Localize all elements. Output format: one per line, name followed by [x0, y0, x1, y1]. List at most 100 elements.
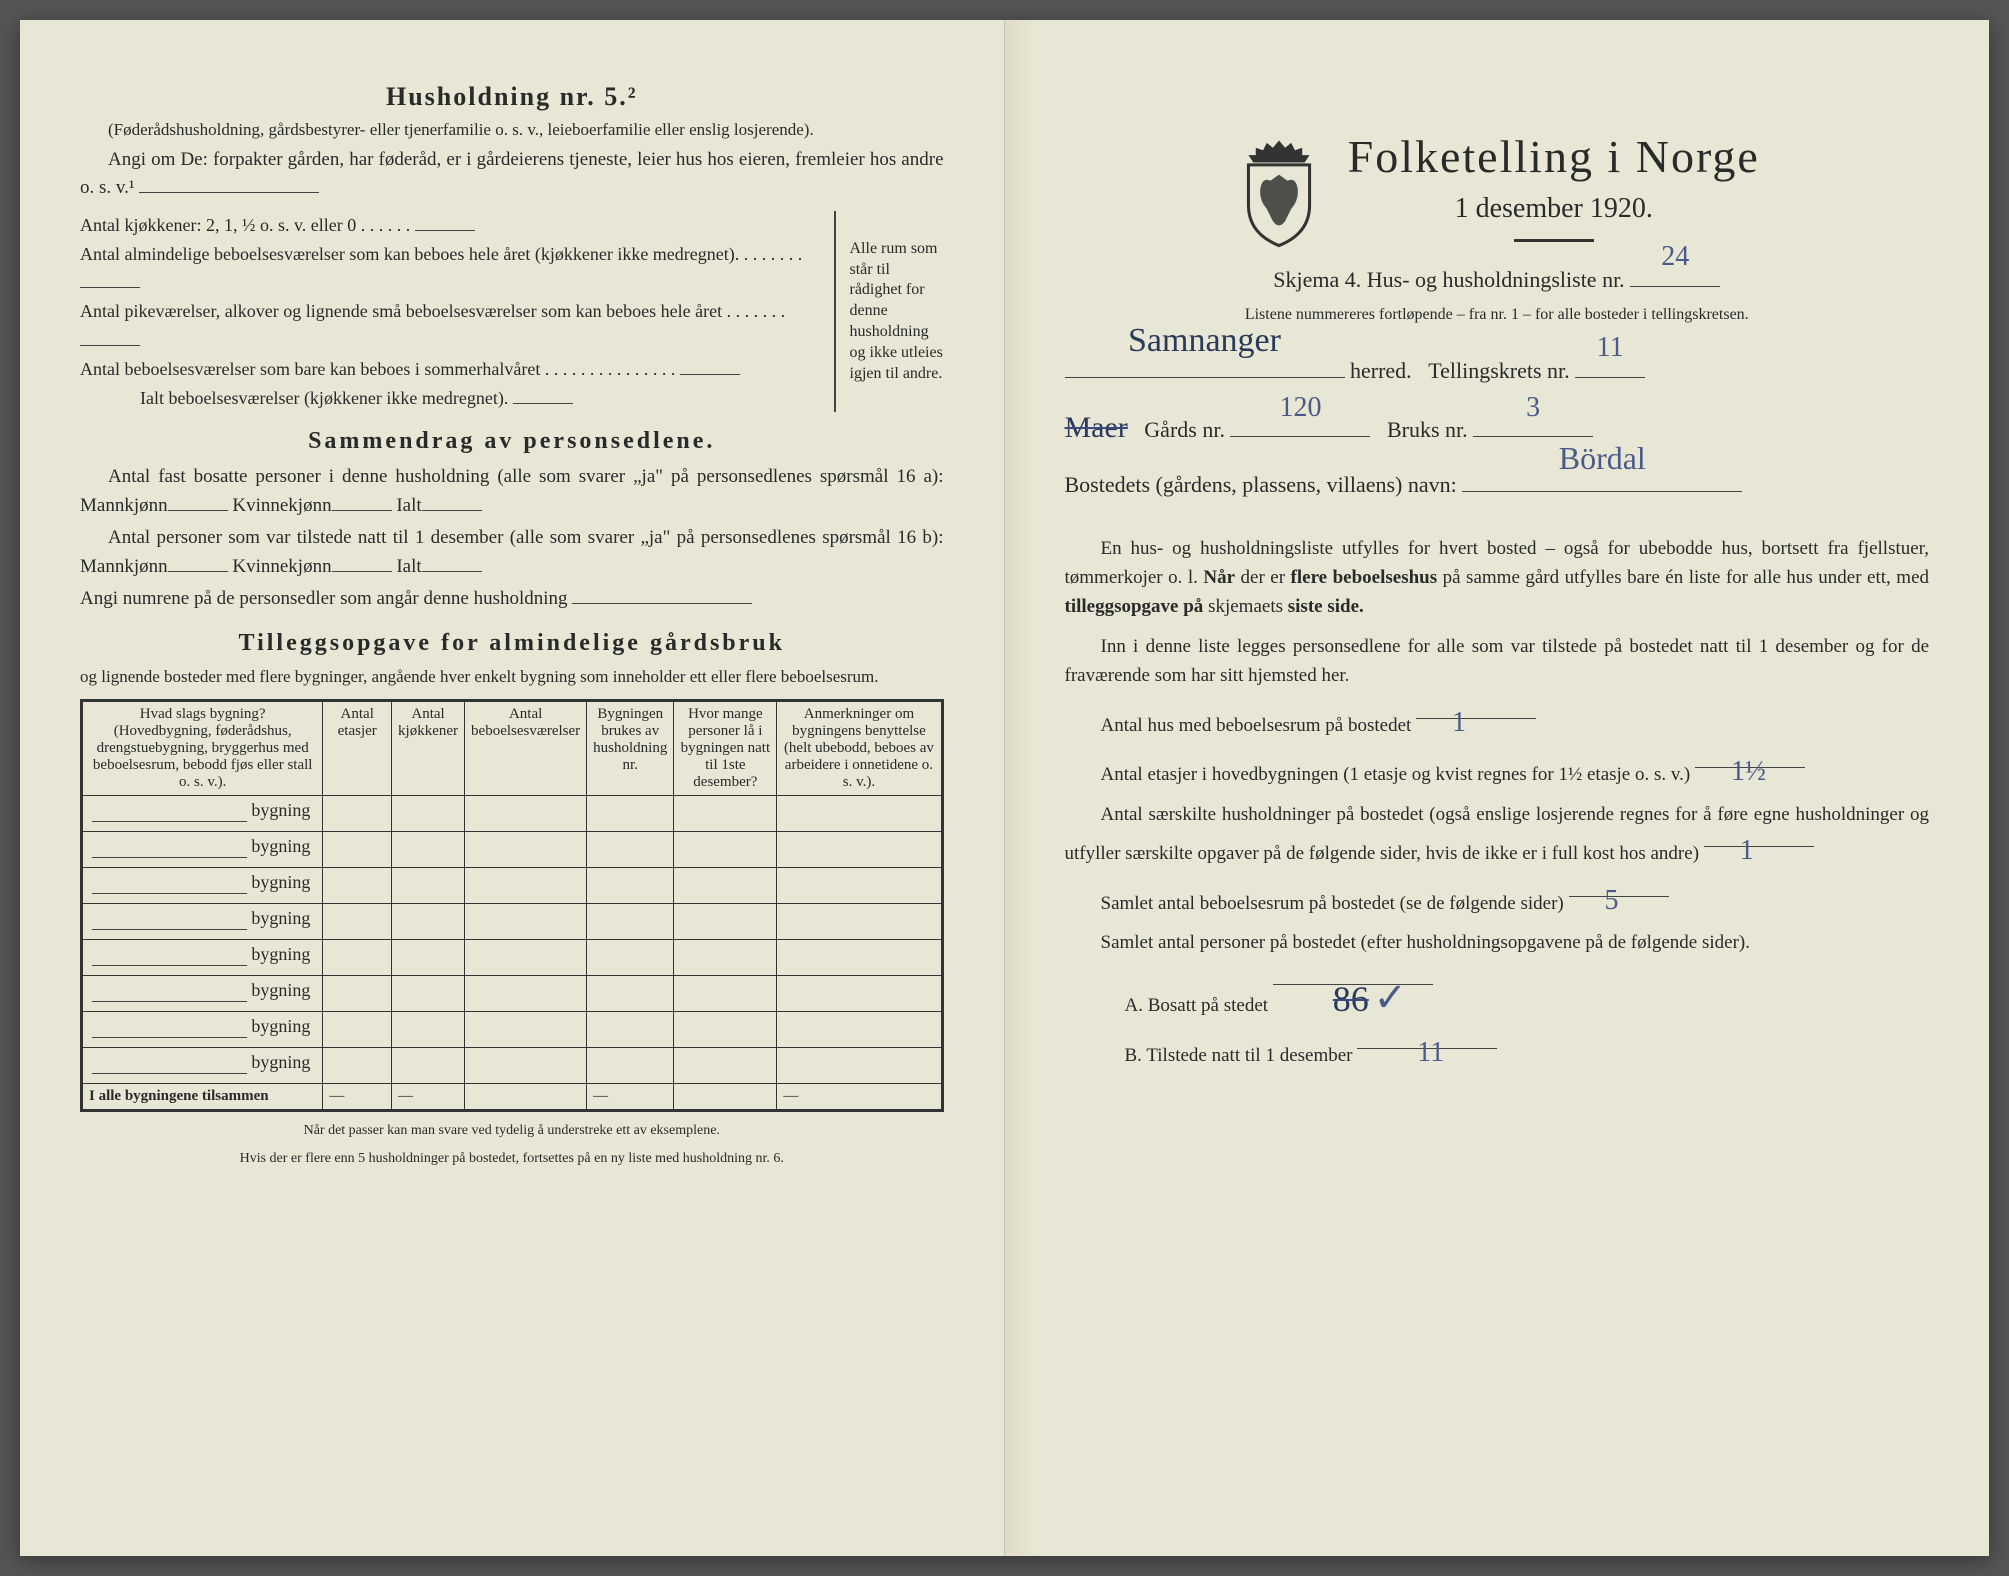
gards-label: Gårds nr.: [1144, 417, 1225, 442]
cell: [777, 867, 941, 903]
bygning-cell: bygning: [83, 867, 323, 903]
q2-label: Antal etasjer i hovedbygningen (1 etasje…: [1101, 764, 1691, 785]
qB-val: 11: [1417, 1037, 1444, 1068]
bygning-cell: bygning: [83, 975, 323, 1011]
herred-line: Samnanger herred. Tellingskrets nr. 11: [1065, 347, 1930, 395]
rule: [1514, 239, 1594, 242]
cell: [465, 1011, 587, 1047]
q3-val: 1: [1740, 835, 1754, 866]
cell: [323, 1011, 392, 1047]
bosted-blank: Bördal: [1462, 474, 1742, 492]
blank: [422, 493, 482, 511]
tfoot: I alle bygningene tilsammen —— — —: [83, 1083, 942, 1109]
cell: [777, 975, 941, 1011]
qB-blank: 11: [1357, 1031, 1497, 1049]
table-row: bygning: [83, 939, 942, 975]
skjema-blank: 24: [1630, 269, 1720, 287]
dash: —: [777, 1083, 941, 1109]
blank: [80, 328, 140, 346]
herred-blank: Samnanger: [1065, 360, 1345, 378]
q2-blank: 1½: [1695, 750, 1805, 768]
sd-ialt: Ialt: [396, 495, 421, 516]
cell: [323, 1047, 392, 1083]
cell: [465, 903, 587, 939]
cell: [587, 795, 674, 831]
q3-blank: 1: [1704, 829, 1814, 847]
room-line: Ialt beboelsesværelser (kjøkkener ikke m…: [80, 384, 834, 413]
cell: [392, 795, 465, 831]
thead: Hvad slags bygning? (Hovedbygning, føder…: [83, 701, 942, 795]
q4-val: 5: [1605, 885, 1619, 916]
table-row: bygning: [83, 831, 942, 867]
cell: [323, 867, 392, 903]
title-block: Folketelling i Norge 1 desember 1920.: [1065, 130, 1930, 256]
cell: [465, 795, 587, 831]
tillegg-sub: og lignende bosteder med flere bygninger…: [80, 665, 944, 689]
date: 1 desember 1920.: [1348, 193, 1760, 225]
left-page: Husholdning nr. 5.² (Føderådshusholdning…: [20, 20, 1005, 1556]
th-6: Anmerkninger om bygningens benyttelse (h…: [777, 701, 941, 795]
table-row: bygning: [83, 795, 942, 831]
room-line: Antal almindelige beboelsesværelser som …: [80, 240, 834, 298]
qA-check: ✓: [1374, 975, 1408, 1020]
q1: Antal hus med beboelsesrum på bostedet 1: [1065, 701, 1930, 740]
cell: [392, 1047, 465, 1083]
cell: [674, 831, 777, 867]
cell: [465, 867, 587, 903]
hh5-angi: Angi om De: forpakter gården, har føderå…: [80, 146, 944, 203]
qA-val: 86: [1333, 979, 1369, 1019]
sd-ialt2: Ialt: [396, 556, 421, 577]
rooms-group: Antal kjøkkener: 2, 1, ½ o. s. v. eller …: [80, 211, 944, 413]
header-row: Hvad slags bygning? (Hovedbygning, føder…: [83, 701, 942, 795]
dash: —: [587, 1083, 674, 1109]
sammendrag-title: Sammendrag av personsedlene.: [80, 428, 944, 455]
dash: —: [392, 1083, 465, 1109]
q1-label: Antal hus med beboelsesrum på bostedet: [1101, 715, 1412, 736]
qA-label: A. Bosatt på stedet: [1125, 995, 1269, 1016]
bosted-line: Bostedets (gårdens, plassens, villaens) …: [1065, 461, 1930, 509]
bygning-cell: bygning: [83, 831, 323, 867]
dash: —: [323, 1083, 392, 1109]
para1-text: En hus- og husholdningsliste utfylles fo…: [1065, 538, 1930, 618]
table-row: bygning: [83, 1011, 942, 1047]
skjema-val: 24: [1661, 226, 1689, 288]
q2-val: 1½: [1731, 756, 1766, 787]
krets-blank: 11: [1575, 360, 1645, 378]
skjema-label: Skjema 4. Hus- og husholdningsliste nr.: [1273, 267, 1624, 292]
blank: [168, 554, 228, 572]
fn1-text: Når det passer kan man svare ved tydelig…: [304, 1123, 720, 1138]
cell: [777, 939, 941, 975]
tbody: bygning bygning bygning bygning bygning …: [83, 795, 942, 1083]
bosted-val: Bördal: [1559, 423, 1646, 493]
bruks-label: Bruks nr.: [1387, 417, 1468, 442]
cell: [392, 867, 465, 903]
table-row: bygning: [83, 903, 942, 939]
title-text: Folketelling i Norge 1 desember 1920.: [1348, 130, 1760, 256]
cell: [777, 1011, 941, 1047]
table-row: bygning: [83, 867, 942, 903]
cell: [465, 831, 587, 867]
table-row: bygning: [83, 1047, 942, 1083]
blank: [422, 554, 482, 572]
skjema-line: Skjema 4. Hus- og husholdningsliste nr. …: [1065, 256, 1930, 304]
blank: [513, 386, 573, 404]
bygning-cell: bygning: [83, 939, 323, 975]
cell: [674, 1083, 777, 1109]
cell: [674, 795, 777, 831]
cell: [777, 1047, 941, 1083]
blank: [168, 493, 228, 511]
cell: [323, 795, 392, 831]
blank: [680, 357, 740, 375]
sd-kvinne: Kvinnekjønn: [232, 495, 331, 516]
right-page: Folketelling i Norge 1 desember 1920. Sk…: [1005, 20, 1990, 1556]
blank: [415, 213, 475, 231]
document-spread: Husholdning nr. 5.² (Føderådshusholdning…: [20, 20, 1989, 1556]
table-row: bygning: [83, 975, 942, 1011]
para1: En hus- og husholdningsliste utfylles fo…: [1065, 534, 1930, 622]
gards-val: 120: [1279, 377, 1321, 439]
q3: Antal særskilte husholdninger på bostede…: [1065, 800, 1930, 869]
cell: [587, 867, 674, 903]
sd-kvinne2: Kvinnekjønn: [232, 556, 331, 577]
cell: [587, 1047, 674, 1083]
brace-note: Alle rum som står til rådighet for denne…: [834, 211, 944, 413]
